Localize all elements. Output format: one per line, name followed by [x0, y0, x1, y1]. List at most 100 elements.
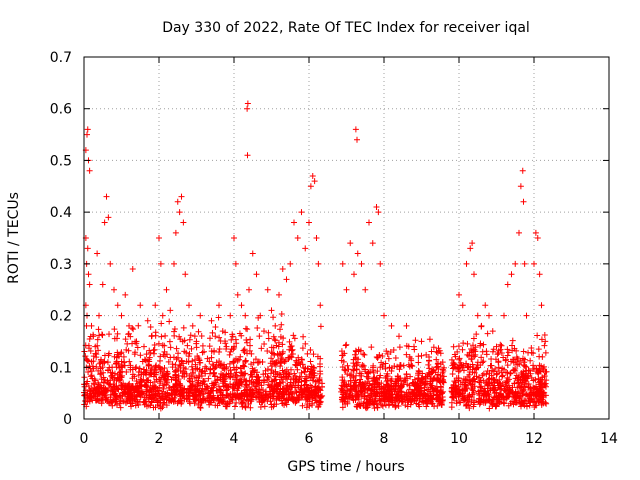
- data-point: [157, 260, 164, 267]
- data-point: [370, 401, 377, 408]
- data-point: [290, 396, 297, 403]
- data-point: [351, 386, 358, 393]
- data-point: [117, 404, 124, 411]
- data-point: [310, 351, 317, 358]
- data-point: [135, 402, 142, 409]
- data-point: [244, 105, 251, 112]
- data-point: [466, 371, 473, 378]
- data-point: [176, 209, 183, 216]
- data-point: [436, 397, 443, 404]
- data-point: [534, 235, 541, 241]
- data-point: [300, 333, 307, 340]
- data-point: [398, 389, 405, 396]
- data-point: [106, 381, 113, 388]
- data-point: [489, 367, 496, 374]
- data-point: [105, 380, 112, 387]
- data-point: [197, 359, 204, 366]
- data-point: [197, 404, 204, 411]
- data-point: [529, 366, 536, 373]
- data-point: [234, 357, 241, 364]
- data-point: [238, 395, 245, 402]
- data-point: [428, 370, 435, 377]
- data-point: [344, 387, 351, 394]
- data-point: [251, 382, 258, 389]
- data-point: [224, 392, 231, 399]
- data-point: [134, 398, 141, 405]
- data-point: [210, 384, 217, 391]
- x-tick-label: 2: [155, 431, 164, 447]
- data-point: [187, 332, 194, 339]
- data-point: [189, 382, 196, 389]
- data-point: [283, 276, 290, 283]
- data-point: [312, 386, 319, 393]
- data-point: [249, 373, 256, 380]
- data-point: [157, 397, 164, 404]
- data-point: [118, 374, 125, 381]
- data-point: [180, 364, 187, 371]
- data-point: [226, 360, 233, 367]
- data-point: [370, 362, 377, 369]
- data-point: [99, 360, 106, 367]
- data-point: [315, 260, 322, 267]
- data-point: [438, 389, 445, 396]
- data-point: [542, 338, 549, 345]
- data-point: [103, 193, 110, 200]
- data-point: [125, 347, 132, 354]
- data-point: [227, 312, 234, 319]
- data-point: [304, 386, 311, 393]
- data-point: [267, 388, 274, 395]
- data-point: [163, 286, 170, 293]
- data-point: [137, 302, 144, 309]
- y-tick-label: 0.5: [50, 153, 72, 169]
- data-point: [142, 357, 149, 364]
- data-point: [245, 401, 252, 408]
- data-point: [296, 392, 303, 399]
- data-point: [94, 396, 101, 403]
- data-point: [459, 379, 466, 386]
- data-point: [159, 371, 166, 378]
- data-point: [478, 354, 485, 361]
- data-point: [516, 229, 522, 236]
- data-point: [543, 400, 550, 407]
- data-point: [173, 345, 180, 352]
- data-point: [283, 396, 290, 403]
- data-point: [167, 344, 174, 351]
- data-point: [364, 386, 371, 393]
- data-point: [86, 167, 93, 174]
- data-point: [469, 342, 476, 349]
- data-point: [106, 350, 113, 357]
- data-point: [495, 364, 502, 371]
- data-point: [539, 365, 546, 372]
- data-point: [227, 348, 234, 355]
- data-point: [172, 380, 179, 387]
- data-point: [249, 365, 256, 372]
- data-point: [354, 394, 361, 401]
- data-point: [386, 401, 393, 408]
- x-tick-label: 10: [450, 431, 468, 447]
- data-point: [101, 219, 108, 226]
- data-point: [392, 404, 399, 411]
- data-point: [265, 335, 272, 342]
- data-point: [430, 344, 437, 351]
- data-point: [227, 380, 234, 387]
- data-point: [146, 358, 153, 365]
- data-point: [94, 250, 101, 257]
- data-point: [244, 339, 250, 346]
- data-point: [528, 344, 535, 351]
- data-point: [185, 396, 192, 403]
- data-point: [490, 400, 497, 407]
- data-point: [485, 376, 492, 383]
- data-point: [136, 365, 143, 372]
- data-point: [199, 349, 206, 356]
- data-point: [255, 394, 262, 401]
- data-point: [109, 374, 116, 381]
- data-point: [160, 395, 167, 402]
- data-point: [378, 401, 385, 408]
- data-point: [257, 312, 264, 319]
- data-point: [158, 320, 165, 327]
- data-point: [84, 131, 90, 138]
- data-point: [497, 341, 504, 348]
- data-point: [203, 383, 210, 390]
- data-point: [234, 291, 241, 298]
